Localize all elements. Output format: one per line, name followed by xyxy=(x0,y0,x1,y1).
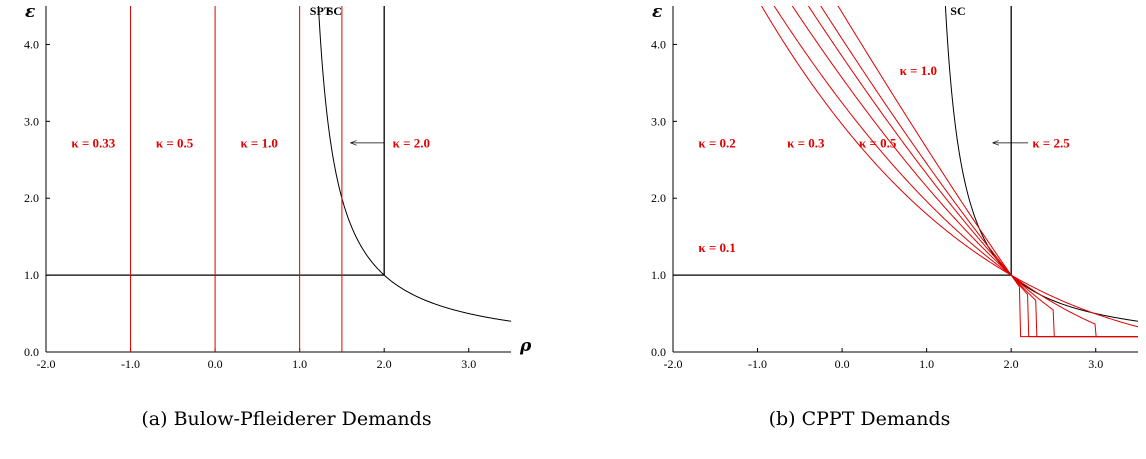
x-tick-label: -1.0 xyxy=(748,357,767,371)
y-tick-label: 3.0 xyxy=(24,114,39,128)
kappa-curve xyxy=(820,6,1138,338)
y-tick-label: 1.0 xyxy=(651,268,666,282)
chart-a-caption: (a) Bulow-Pfleiderer Demands xyxy=(141,408,432,430)
kappa-curve xyxy=(773,6,1138,338)
x-tick-label: 0.0 xyxy=(835,357,850,371)
kappa-curve xyxy=(760,6,1138,328)
plot-area xyxy=(673,6,1138,338)
kappa-label: κ = 2.0 xyxy=(393,135,430,150)
sc-curve xyxy=(317,6,511,322)
y-tick-label: 3.0 xyxy=(651,114,666,128)
chart-a-svg: -2.0 -1.0 0.0 1.0 2.0 3.0 0.0 1.0 2.0 3.0 4.0 ρ ε κ =… xyxy=(24,2,532,371)
x-tick-label: -2.0 xyxy=(37,357,56,371)
y-tick-label: 0.0 xyxy=(651,345,666,359)
chart-b-caption: (b) CPPT Demands xyxy=(768,408,951,430)
kappa-curve xyxy=(837,6,1138,338)
curve-label: SC xyxy=(327,4,342,18)
y-tick-label: 2.0 xyxy=(24,191,39,205)
kappa-label: κ = 0.3 xyxy=(787,135,825,150)
x-tick-label: 1.0 xyxy=(292,357,307,371)
x-tick-label: -1.0 xyxy=(121,357,140,371)
x-tick-label: 3.0 xyxy=(461,357,476,371)
x-axis-label: ρ xyxy=(519,336,532,356)
kappa-label: κ = 0.33 xyxy=(71,135,115,150)
kappa-label: κ = 1.0 xyxy=(900,63,937,78)
y-tick-label: 1.0 xyxy=(24,268,39,282)
x-tick-label: 1.0 xyxy=(919,357,934,371)
y-axis-label: ε xyxy=(652,2,662,22)
x-tick-label: 2.0 xyxy=(377,357,392,371)
kappa-label: κ = 1.0 xyxy=(240,135,277,150)
sc-curve xyxy=(944,6,1138,322)
kappa-curve xyxy=(807,6,1138,338)
kappa-label: κ = 0.2 xyxy=(698,135,735,150)
y-tick-label: 4.0 xyxy=(651,37,666,51)
plot-area xyxy=(46,6,511,352)
curve-label: SC xyxy=(950,4,965,18)
y-axis-label: ε xyxy=(25,2,35,22)
y-tick-label: 4.0 xyxy=(24,37,39,51)
kappa-label: κ = 0.5 xyxy=(156,135,194,150)
kappa-curve xyxy=(791,6,1138,338)
x-tick-label: 0.0 xyxy=(208,357,223,371)
y-tick-label: 2.0 xyxy=(651,191,666,205)
y-tick-label: 0.0 xyxy=(24,345,39,359)
x-tick-label: 3.0 xyxy=(1088,357,1103,371)
x-tick-label: -2.0 xyxy=(664,357,683,371)
kappa-label: κ = 0.5 xyxy=(859,135,897,150)
curve-label: SPT xyxy=(310,4,332,18)
chart-panel-a: -2.0 -1.0 0.0 1.0 2.0 3.0 0.0 1.0 2.0 3.0 4.0 ρ ε κ =… xyxy=(24,2,532,430)
x-tick-label: 2.0 xyxy=(1004,357,1019,371)
kappa-label: κ = 2.5 xyxy=(1032,135,1070,150)
kappa-label: κ = 0.1 xyxy=(698,240,735,255)
